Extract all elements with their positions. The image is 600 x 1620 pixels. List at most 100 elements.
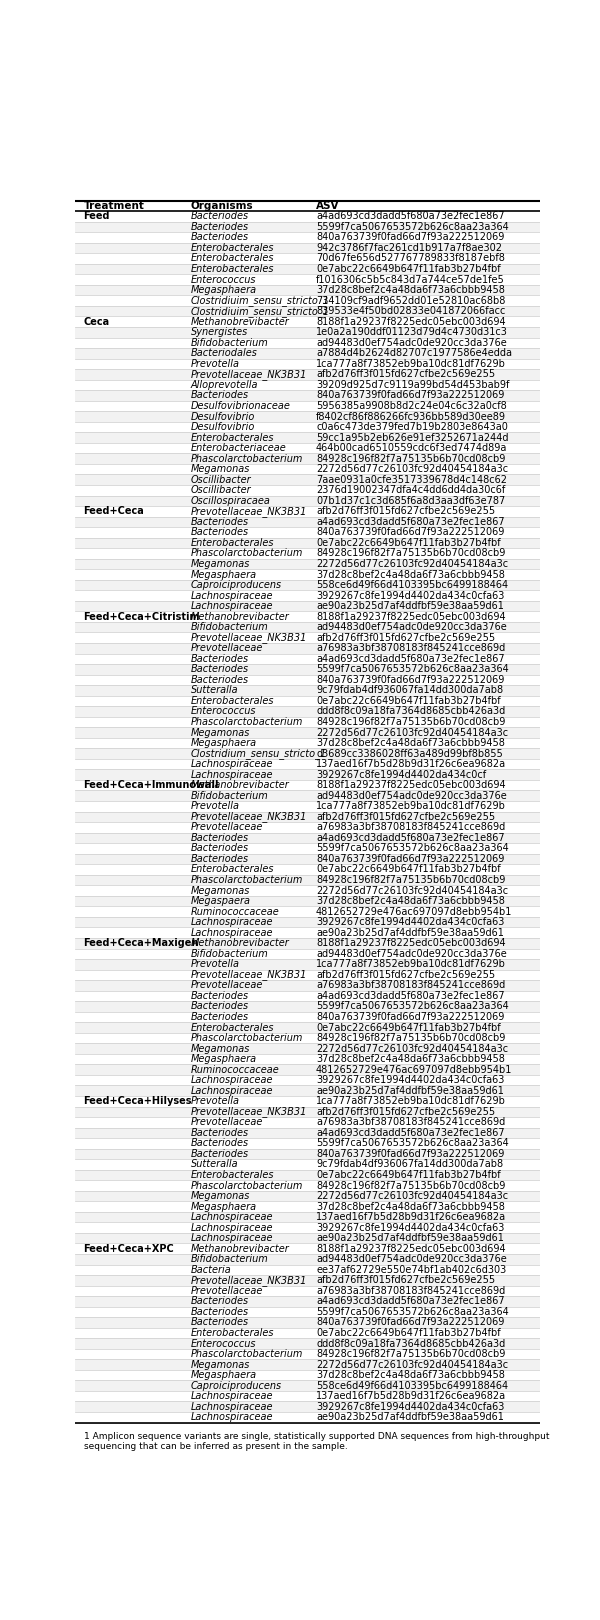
Text: Oscillibacter: Oscillibacter [190, 475, 251, 484]
Text: Synergistes: Synergistes [190, 327, 248, 337]
Bar [75, 1265, 540, 1275]
Text: Megamonas: Megamonas [190, 465, 250, 475]
Bar [75, 1139, 540, 1149]
Text: a4ad693cd3dadd5f680a73e2fec1e867: a4ad693cd3dadd5f680a73e2fec1e867 [316, 1128, 505, 1137]
Bar [75, 306, 540, 316]
Bar [75, 716, 540, 727]
Text: Bifidobacterium: Bifidobacterium [190, 622, 268, 632]
Bar [75, 496, 540, 505]
Bar [75, 1064, 540, 1076]
Bar [75, 1349, 540, 1359]
Text: Clostridiuim_sensu_stricto_1: Clostridiuim_sensu_stricto_1 [190, 306, 329, 316]
Bar [75, 1149, 540, 1160]
Text: afb2d76ff3f015fd627cfbe2c569e255: afb2d76ff3f015fd627cfbe2c569e255 [316, 507, 495, 517]
Bar [75, 264, 540, 274]
Bar [75, 1055, 540, 1064]
Text: c0a6c473de379fed7b19b2803e8643a0: c0a6c473de379fed7b19b2803e8643a0 [316, 423, 508, 433]
Text: Phascolarctobacterium: Phascolarctobacterium [190, 718, 303, 727]
Text: 464b00cad6510559cdc6f3ed7474d89a: 464b00cad6510559cdc6f3ed7474d89a [316, 444, 508, 454]
Text: Lachnospiraceae: Lachnospiraceae [190, 1233, 273, 1243]
Text: 5599f7ca5067653572b626c8aa23a364: 5599f7ca5067653572b626c8aa23a364 [316, 222, 509, 232]
Text: ddd8f8c09a18fa7364d8685cbb426a3d: ddd8f8c09a18fa7364d8685cbb426a3d [316, 706, 505, 716]
Bar [75, 812, 540, 821]
Text: Methanobrevibacter: Methanobrevibacter [190, 1244, 289, 1254]
Text: 37d28c8bef2c4a48da6f73a6cbbb9458: 37d28c8bef2c4a48da6f73a6cbbb9458 [316, 285, 505, 295]
Text: d3689cc3386028ff63a489d99bf8b855: d3689cc3386028ff63a489d99bf8b855 [316, 748, 503, 758]
Text: Bacteriodes: Bacteriodes [190, 1128, 248, 1137]
Text: Enterococcus: Enterococcus [190, 274, 256, 285]
Text: 1ca777a8f73852eb9ba10dc81df7629b: 1ca777a8f73852eb9ba10dc81df7629b [316, 360, 506, 369]
Bar [75, 526, 540, 538]
Text: Feed+Ceca: Feed+Ceca [83, 507, 144, 517]
Bar [75, 1012, 540, 1022]
Text: Lachnospiraceae: Lachnospiraceae [190, 928, 273, 938]
Text: Enterobacterales: Enterobacterales [190, 697, 274, 706]
Text: 3929267c8fe1994d4402da434c0cfa63: 3929267c8fe1994d4402da434c0cfa63 [316, 917, 505, 927]
Text: 8188f1a29237f8225edc05ebc003d694: 8188f1a29237f8225edc05ebc003d694 [316, 612, 506, 622]
Bar [75, 611, 540, 622]
Bar [75, 1181, 540, 1191]
Text: 4812652729e476ac697097d8ebb954b1: 4812652729e476ac697097d8ebb954b1 [316, 907, 512, 917]
Bar [75, 358, 540, 369]
Text: 2272d56d77c26103fc92d40454184a3c: 2272d56d77c26103fc92d40454184a3c [316, 727, 508, 737]
Bar [75, 463, 540, 475]
Bar [75, 1076, 540, 1085]
Text: Bacteriodes: Bacteriodes [190, 833, 248, 842]
Text: Prevotellaceae_NK3B31: Prevotellaceae_NK3B31 [190, 369, 307, 379]
Text: Bacteriodes: Bacteriodes [190, 991, 248, 1001]
Text: ad94483d0ef754adc0de920cc3da376e: ad94483d0ef754adc0de920cc3da376e [316, 949, 507, 959]
Text: Lachnospiraceae: Lachnospiraceae [190, 1392, 273, 1401]
Bar [75, 1307, 540, 1317]
Text: Desulfovibrionaceae: Desulfovibrionaceae [190, 402, 290, 411]
Text: Bacteriodes: Bacteriodes [190, 517, 248, 526]
Text: afb2d76ff3f015fd627cfbe2c569e255: afb2d76ff3f015fd627cfbe2c569e255 [316, 1275, 495, 1285]
Text: 2376d19002347dfa4c4dd6dd4da30c6f: 2376d19002347dfa4c4dd6dd4da30c6f [316, 486, 505, 496]
Text: afb2d76ff3f015fd627cfbe2c569e255: afb2d76ff3f015fd627cfbe2c569e255 [316, 812, 495, 821]
Text: 3929267c8fe1994d4402da434c0cfa63: 3929267c8fe1994d4402da434c0cfa63 [316, 591, 505, 601]
Text: 84928c196f82f7a75135b6b70cd08cb9: 84928c196f82f7a75135b6b70cd08cb9 [316, 1181, 505, 1191]
Bar [75, 548, 540, 559]
Text: Treatment: Treatment [83, 201, 145, 211]
Text: Clostridiuim_sensu_stricto_1: Clostridiuim_sensu_stricto_1 [190, 295, 329, 306]
Text: Enterobacterales: Enterobacterales [190, 1022, 274, 1032]
Text: 840a763739f0fad66d7f93a222512069: 840a763739f0fad66d7f93a222512069 [316, 1012, 505, 1022]
Text: a4ad693cd3dadd5f680a73e2fec1e867: a4ad693cd3dadd5f680a73e2fec1e867 [316, 517, 505, 526]
Bar [75, 454, 540, 463]
Text: Bacteriodes: Bacteriodes [190, 1012, 248, 1022]
Text: Bifidobacterium: Bifidobacterium [190, 949, 268, 959]
Text: 3929267c8fe1994d4402da434c0cf: 3929267c8fe1994d4402da434c0cf [316, 770, 486, 779]
Bar [75, 1296, 540, 1307]
Bar [75, 779, 540, 791]
Bar [75, 232, 540, 243]
Text: 558ce6d49f66d4103395bc6499188464: 558ce6d49f66d4103395bc6499188464 [316, 1380, 508, 1390]
Text: 9c79fdab4df936067fa14dd300da7ab8: 9c79fdab4df936067fa14dd300da7ab8 [316, 1160, 503, 1170]
Bar [75, 927, 540, 938]
Bar [75, 1212, 540, 1223]
Text: Bifidobacterium: Bifidobacterium [190, 791, 268, 800]
Text: Bacteriodes: Bacteriodes [190, 844, 248, 854]
Text: Bacteriodes: Bacteriodes [190, 1149, 248, 1158]
Text: Lachnospiraceae: Lachnospiraceae [190, 770, 273, 779]
Text: Prevotellaceae_NK3B31: Prevotellaceae_NK3B31 [190, 632, 307, 643]
Text: 0e7abc22c6649b647f11fab3b27b4fbf: 0e7abc22c6649b647f11fab3b27b4fbf [316, 697, 500, 706]
Bar [75, 400, 540, 411]
Text: 2272d56d77c26103fc92d40454184a3c: 2272d56d77c26103fc92d40454184a3c [316, 465, 508, 475]
Text: Prevotellaceae: Prevotellaceae [190, 643, 263, 653]
Text: 37d28c8bef2c4a48da6f73a6cbbb9458: 37d28c8bef2c4a48da6f73a6cbbb9458 [316, 1055, 505, 1064]
Text: 7aae0931a0cfe3517339678d4c148c62: 7aae0931a0cfe3517339678d4c148c62 [316, 475, 507, 484]
Text: Bacteriodes: Bacteriodes [190, 1001, 248, 1011]
Text: Megaspaera: Megaspaera [190, 896, 250, 906]
Bar [75, 348, 540, 358]
Bar [75, 475, 540, 484]
Text: Prevotellaceae_NK3B31: Prevotellaceae_NK3B31 [190, 969, 307, 980]
Bar [75, 1043, 540, 1055]
Bar [75, 442, 540, 454]
Bar [75, 727, 540, 737]
Text: Megamonas: Megamonas [190, 1043, 250, 1053]
Text: Enterococcus: Enterococcus [190, 1338, 256, 1348]
Text: 84928c196f82f7a75135b6b70cd08cb9: 84928c196f82f7a75135b6b70cd08cb9 [316, 875, 505, 885]
Bar [75, 1328, 540, 1338]
Text: Phascolarctobacterium: Phascolarctobacterium [190, 1034, 303, 1043]
Text: ae90a23b25d7af4ddfbf59e38aa59d61: ae90a23b25d7af4ddfbf59e38aa59d61 [316, 1085, 504, 1095]
Text: a4ad693cd3dadd5f680a73e2fec1e867: a4ad693cd3dadd5f680a73e2fec1e867 [316, 1296, 505, 1306]
